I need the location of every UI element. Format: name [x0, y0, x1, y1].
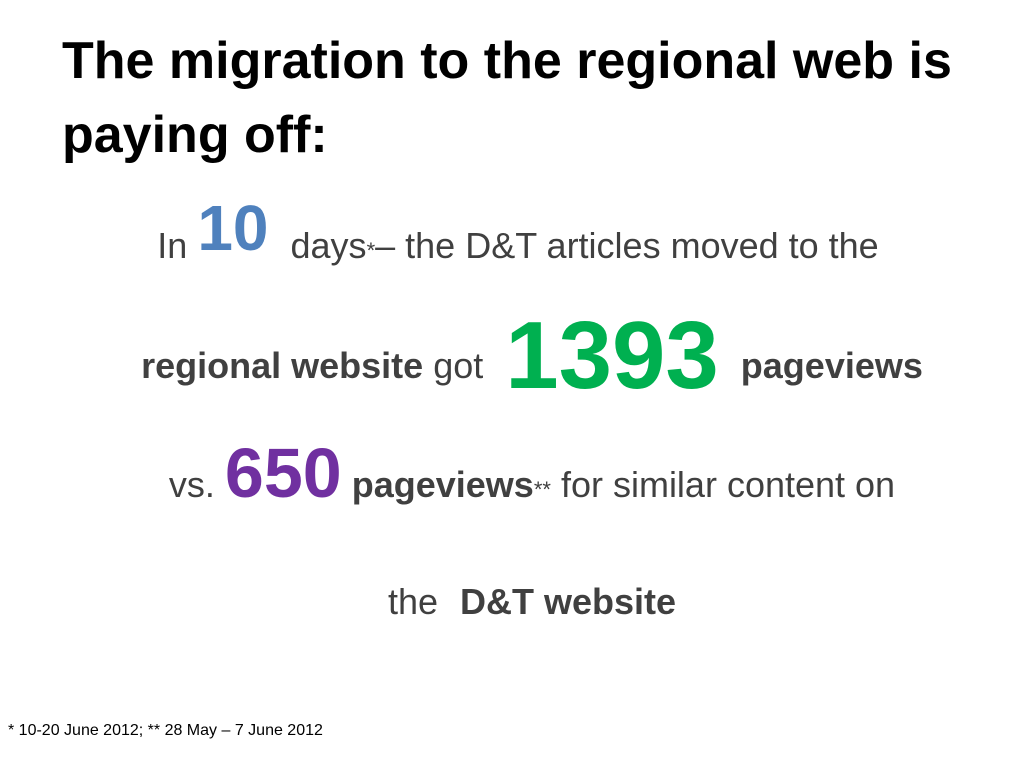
regional-pageviews-value: 1393 — [505, 302, 719, 409]
statement-line-3: vs. 650 pageviews** for similar content on — [20, 434, 1024, 530]
pageviews-text: pageviews — [351, 464, 534, 505]
days-text: days — [290, 225, 367, 266]
vs-text: vs. — [168, 464, 215, 505]
got-text: got — [433, 345, 484, 386]
statement-line-1: In 10 days*– the D&T articles moved to the — [6, 192, 1024, 286]
statement-line-2: regional website got 1393 pageviews — [20, 302, 1024, 426]
days-value: 10 — [197, 192, 269, 264]
pageviews-footnote-marker: ** — [533, 477, 551, 502]
the-text: the — [387, 581, 438, 622]
line1-rest-text: – the D&T articles moved to the — [375, 225, 879, 266]
pageviews-text: pageviews — [740, 345, 923, 386]
dt-pageviews-value: 650 — [224, 434, 342, 512]
statement-line-4: the D&T website — [20, 572, 1024, 632]
dt-website-text: D&T website — [460, 581, 677, 622]
in-text: In — [157, 225, 188, 266]
slide-title: The migration to the regional web is pay… — [62, 32, 952, 164]
line3-rest-text: for similar content on — [560, 464, 896, 505]
days-footnote-marker: * — [366, 238, 376, 263]
footnote: * 10-20 June 2012; ** 28 May – 7 June 20… — [8, 722, 323, 739]
regional-website-text: regional website — [141, 345, 424, 386]
